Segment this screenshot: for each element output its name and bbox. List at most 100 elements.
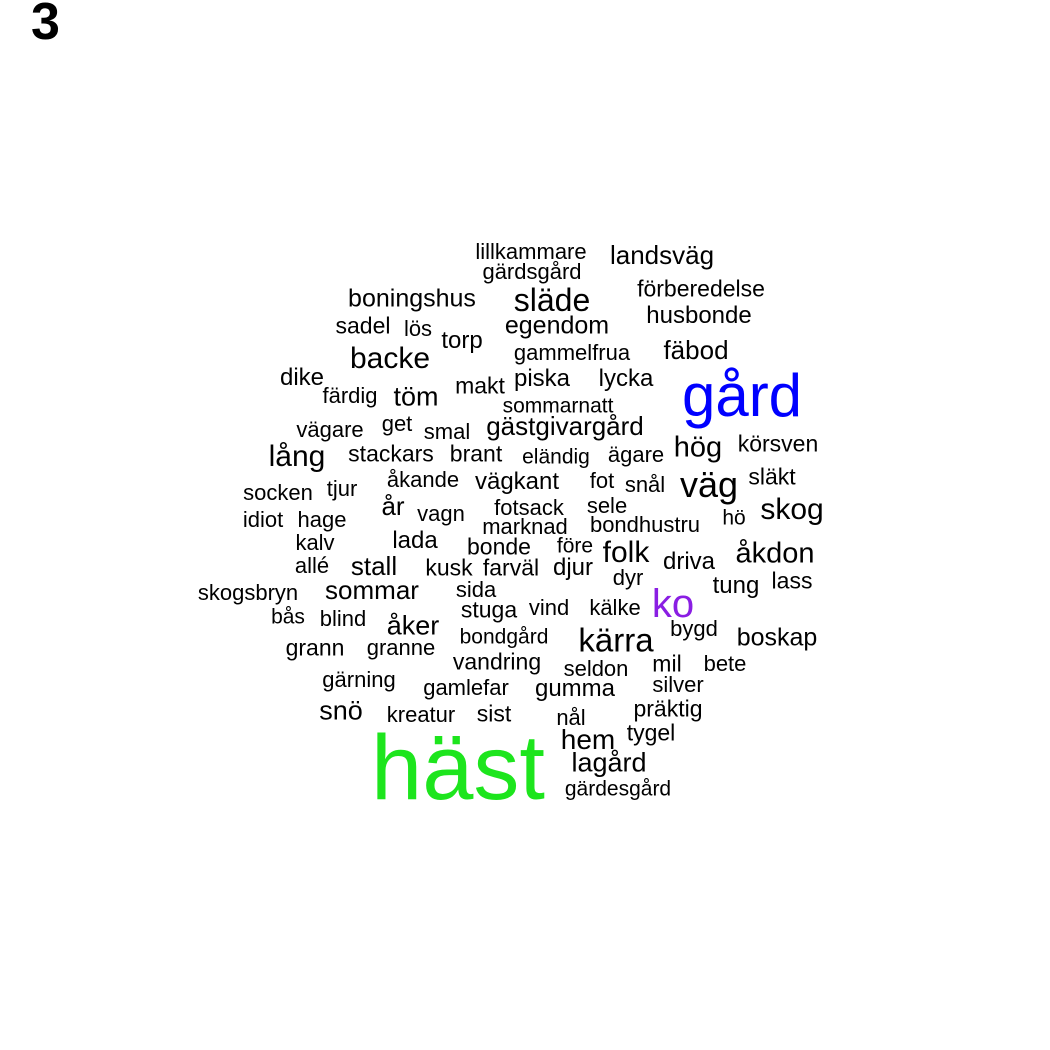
word-alle: allé xyxy=(294,553,330,578)
word-vind: vind xyxy=(528,595,570,620)
word-nal: nål xyxy=(556,705,586,730)
word-fardig: färdig xyxy=(322,383,378,408)
word-farval: farväl xyxy=(482,554,540,581)
word-ko: ko xyxy=(651,582,695,626)
word-sommarnatt: sommarnatt xyxy=(502,394,614,418)
word-slakt: släkt xyxy=(748,463,796,490)
word-akande: åkande xyxy=(386,467,460,492)
word-tygel: tygel xyxy=(626,719,676,746)
word-korsven: körsven xyxy=(737,430,819,457)
word-marknad: marknad xyxy=(482,514,568,539)
word-lang: lång xyxy=(268,440,326,473)
word-bete: bete xyxy=(703,651,747,676)
word-lillkammare: lillkammare xyxy=(475,239,587,264)
word-kreatur: kreatur xyxy=(386,702,456,727)
word-lass: lass xyxy=(771,567,813,594)
word-gammelfrua: gammelfrua xyxy=(513,340,631,365)
word-skogsbryn: skogsbryn xyxy=(197,580,299,605)
word-stackars: stackars xyxy=(348,440,434,467)
word-sommar: sommar xyxy=(325,575,419,605)
word-slade: släde xyxy=(513,282,591,318)
word-hem: hem xyxy=(560,724,616,755)
word-vag: väg xyxy=(679,464,739,505)
word-praktig: präktig xyxy=(633,695,703,722)
word-fore: före xyxy=(556,534,594,558)
word-smal: smal xyxy=(423,419,471,444)
word-ar: år xyxy=(381,491,405,521)
word-folk: folk xyxy=(602,536,650,569)
word-lycka: lycka xyxy=(598,365,654,392)
word-gardsgard: gärdsgård xyxy=(482,259,582,284)
word-elandig: eländig xyxy=(522,445,590,469)
word-mil: mil xyxy=(652,650,682,677)
word-forberedelse: förberedelse xyxy=(637,275,765,302)
word-fabod: fäbod xyxy=(663,335,729,365)
word-tung: tung xyxy=(712,572,760,599)
word-brant: brant xyxy=(449,440,503,467)
word-bygd: bygd xyxy=(670,616,718,641)
word-dike: dike xyxy=(279,364,325,391)
word-kalke: kälke xyxy=(589,595,641,620)
word-silver: silver xyxy=(652,672,704,697)
word-gamlefar: gamlefar xyxy=(423,675,509,700)
word-sadel: sadel xyxy=(335,312,391,339)
word-dyr: dyr xyxy=(612,565,644,590)
word-bondhustru: bondhustru xyxy=(589,512,701,537)
word-vagkant: vägkant xyxy=(474,468,560,495)
word-sele: sele xyxy=(586,493,628,518)
word-vagare: vägare xyxy=(296,417,364,442)
word-lagard: lagård xyxy=(571,747,647,778)
word-snal: snål xyxy=(624,472,666,497)
word-gastgivargard: gästgivargård xyxy=(486,411,644,441)
word-bonde: bonde xyxy=(467,533,531,560)
word-hage: hage xyxy=(297,507,347,532)
word-backe: backe xyxy=(349,342,431,375)
word-piska: piska xyxy=(513,365,571,392)
word-gard: gård xyxy=(681,362,803,429)
word-hog: hög xyxy=(673,431,723,464)
word-gardesgard: gärdesgård xyxy=(564,777,672,801)
word-boningshus: boningshus xyxy=(348,284,476,313)
word-akdon: åkdon xyxy=(735,537,815,570)
word-get: get xyxy=(381,411,413,436)
word-bas: bås xyxy=(271,605,305,629)
word-stuga: stuga xyxy=(460,596,518,623)
word-stall: stall xyxy=(350,551,398,581)
word-idiot: idiot xyxy=(242,507,284,532)
word-agare: ägare xyxy=(607,442,665,467)
word-tom: töm xyxy=(393,381,439,412)
word-granne: granne xyxy=(366,635,436,660)
word-aker: åker xyxy=(386,610,440,641)
word-bondgard: bondgård xyxy=(459,625,549,649)
word-husbonde: husbonde xyxy=(646,302,752,329)
word-vagn: vagn xyxy=(417,501,465,526)
word-lada: lada xyxy=(392,527,438,554)
word-blind: blind xyxy=(319,606,367,631)
word-vandring: vandring xyxy=(452,648,542,675)
word-kalv: kalv xyxy=(295,530,335,555)
word-socken: socken xyxy=(243,480,313,505)
word-skog: skog xyxy=(760,493,824,526)
word-sida: sida xyxy=(455,577,497,602)
word-ho: hö xyxy=(722,506,746,530)
word-karra: kärra xyxy=(578,621,654,659)
word-sist: sist xyxy=(476,700,512,727)
word-makt: makt xyxy=(455,372,505,399)
word-torp: torp xyxy=(441,327,483,354)
word-djur: djur xyxy=(552,554,594,581)
word-landsvag: landsväg xyxy=(609,240,715,270)
word-fot: fot xyxy=(589,468,615,493)
word-gumma: gumma xyxy=(534,675,616,702)
word-garning: gärning xyxy=(322,667,396,692)
panel-label: 3 xyxy=(31,0,60,51)
word-grann: grann xyxy=(285,634,345,661)
word-hast: häst xyxy=(371,717,545,819)
word-los: lös xyxy=(403,316,433,341)
word-driva: driva xyxy=(662,548,716,575)
word-sno: snö xyxy=(319,695,363,726)
word-kusk: kusk xyxy=(425,554,473,581)
word-egendom: egendom xyxy=(504,311,610,340)
word-fotsack: fotsack xyxy=(494,495,564,520)
word-boskap: boskap xyxy=(736,623,818,652)
